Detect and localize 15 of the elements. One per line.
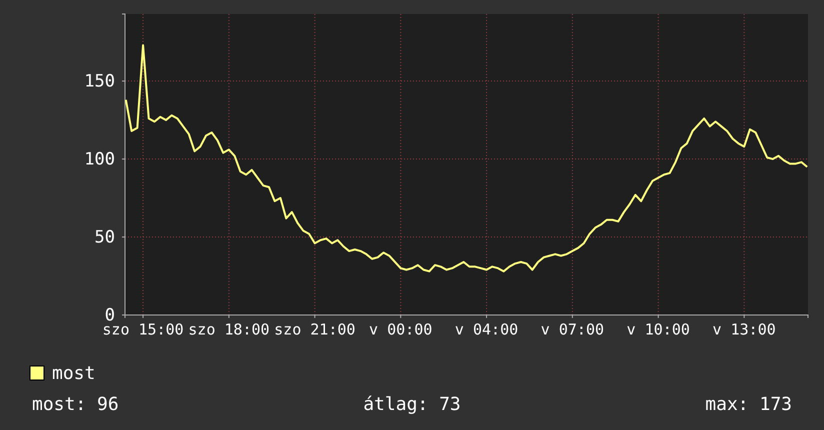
- y-tick-label: 50: [94, 227, 115, 248]
- text: max: 173: [705, 394, 792, 415]
- x-tick-label: szo 18:00: [188, 320, 270, 338]
- legend-label: most: [52, 363, 96, 384]
- text: most: 96: [32, 394, 119, 415]
- text: átlag: 73: [363, 394, 461, 415]
- x-tick-label: v 04:00: [454, 320, 518, 338]
- x-tick-label: v 10:00: [626, 320, 690, 338]
- y-tick-label: 100: [84, 149, 115, 170]
- line-series: [124, 44, 808, 272]
- x-tick-label: v 00:00: [369, 320, 432, 338]
- x-tick-label: szo 21:00: [274, 320, 356, 338]
- x-tick-label: v 07:00: [540, 320, 604, 338]
- y-tick-label: 150: [84, 72, 115, 92]
- x-tick-label: v 13:00: [712, 320, 776, 338]
